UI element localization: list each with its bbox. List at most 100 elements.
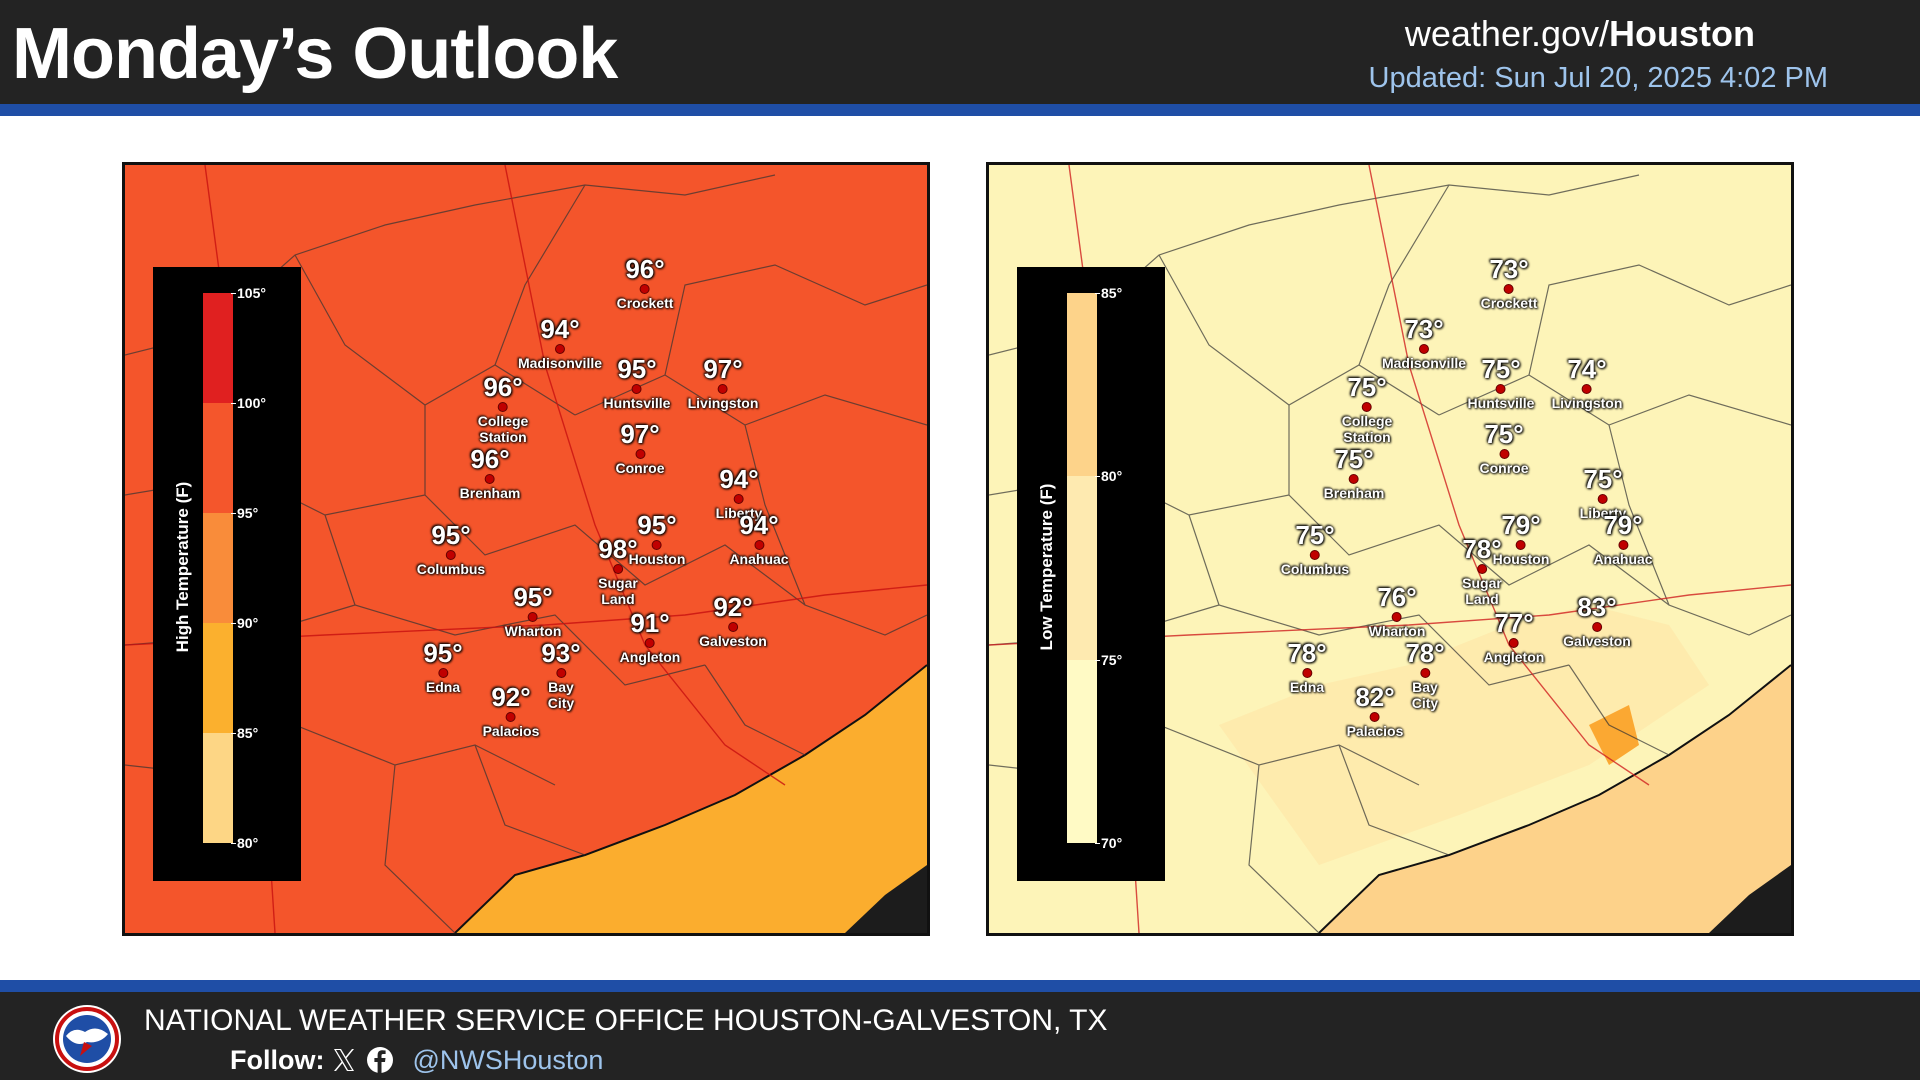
high-city-marker: 95° Huntsville [604,355,671,411]
low-city-temp: 79° [1501,510,1541,540]
high-city-temp: 94° [739,510,779,540]
low-city-name: Wharton [1368,623,1426,639]
high-city-marker: 97° Conroe [616,420,665,476]
low-city-marker: 78° Edna [1287,639,1326,695]
low-city-dot [1582,384,1592,394]
low-city-temp: 76° [1377,582,1417,612]
website-prefix: weather.gov/ [1404,13,1610,54]
high-city-dot [645,638,655,648]
high-legend-tick: 80° [230,835,259,851]
x-icon[interactable] [330,1046,358,1074]
high-city-marker: 96° Brenham [460,445,521,501]
high-city-name: Conroe [615,460,665,476]
page-title: Monday’s Outlook [12,14,618,94]
high-city-temp: 94° [719,464,759,494]
low-city-marker: 75° Liberty [1580,465,1627,521]
high-city-dot [754,540,764,550]
high-city-dot [437,668,448,678]
low-city-marker: 75° Huntsville [1468,355,1535,411]
low-city-name: Liberty [1579,505,1627,521]
high-city-name: Huntsville [603,395,671,411]
website-link[interactable]: weather.gov/Houston [1405,12,1755,56]
high-city-name: Wharton [504,623,562,639]
low-city-dot [1496,384,1506,394]
high-city-temp: 95° [617,354,657,384]
high-legend-color-segment [203,513,233,623]
high-city-dot [639,284,650,294]
high-city-marker: 92° Galveston [699,593,767,649]
high-city-name: Brenham [459,485,521,501]
low-temp-legend: Low Temperature (F) 85° 80° 75° 70° [1017,267,1165,881]
high-city-name: Galveston [699,633,767,649]
high-city-temp: 95° [423,638,463,668]
high-city-dot [632,384,642,394]
high-city-temp: 95° [637,510,677,540]
high-city-marker: 94° Anahuac [729,511,788,567]
low-city-temp: 78° [1405,638,1445,668]
low-city-temp: 75° [1347,372,1387,402]
low-city-temp: 83° [1577,592,1617,622]
low-city-name: Brenham [1323,485,1385,501]
follow-row: Follow: @NWSHouston [230,1042,603,1078]
low-legend-color-segment [1067,293,1097,477]
high-city-marker: 94° Liberty [716,465,763,521]
high-legend-tick: 95° [230,505,259,521]
high-city-marker: 93° Bay City [541,639,580,711]
high-city-temp: 91° [630,608,670,638]
high-legend-tick: 105° [231,285,266,301]
low-city-marker: 83° Galveston [1563,593,1631,649]
low-city-temp: 77° [1494,608,1534,638]
low-city-temp: 73° [1404,314,1444,344]
high-city-name: Liberty [715,505,763,521]
footer-bar [0,992,1920,1080]
low-legend-colorbar [1067,293,1097,843]
high-legend-tick: 85° [230,725,259,741]
low-city-dot [1591,622,1602,632]
high-city-dot [555,668,566,678]
high-city-temp: 92° [491,682,531,712]
low-legend-color-segment [1067,476,1097,660]
high-city-temp: 98° [598,534,638,564]
low-city-marker: 75° Conroe [1480,420,1529,476]
low-city-marker: 74° Livingston [1552,355,1623,411]
low-city-name: Angleton [1483,649,1545,665]
low-city-dot [1419,668,1430,678]
high-city-name: Madisonville [517,355,603,371]
high-city-name: Edna [425,679,461,695]
low-city-marker: 75° College Station [1342,373,1393,445]
high-city-dot [613,564,623,574]
high-city-dot [505,712,516,722]
high-city-dot [727,622,738,632]
low-legend-tick: 80° [1094,468,1123,485]
low-city-temp: 75° [1334,444,1374,474]
low-city-name: Edna [1289,679,1325,695]
low-city-dot [1503,284,1514,294]
low-legend-tick: 75° [1094,651,1123,668]
office-name: NATIONAL WEATHER SERVICE OFFICE HOUSTON-… [144,1004,1108,1037]
high-city-marker: 95° Wharton [505,583,562,639]
low-city-name: Bay City [1411,679,1439,711]
follow-label: Follow: [230,1045,325,1075]
low-city-name: Galveston [1563,633,1631,649]
high-legend-colorbar [203,293,233,843]
twitter-handle[interactable]: @NWSHouston [412,1045,604,1075]
low-city-dot [1391,612,1402,622]
low-city-marker: 77° Angleton [1484,609,1545,665]
low-city-temp: 79° [1603,510,1643,540]
low-legend-title: Low Temperature (F) [1037,483,1056,651]
high-city-name: Houston [628,551,686,567]
facebook-icon[interactable] [366,1046,394,1074]
low-legend-tick: 85° [1094,285,1123,301]
high-city-marker: 94° Madisonville [518,315,602,371]
website-office: Houston [1609,13,1755,54]
low-city-name: Crockett [1480,295,1538,311]
low-city-marker: 75° Brenham [1324,445,1385,501]
high-city-name: Crockett [616,295,674,311]
low-city-temp: 78° [1287,638,1327,668]
footer-stripe [0,980,1920,992]
low-city-name: Palacios [1346,723,1404,739]
low-city-dot [1349,474,1359,484]
high-city-temp: 94° [540,314,580,344]
low-city-dot [1301,668,1312,678]
high-city-dot [718,384,728,394]
